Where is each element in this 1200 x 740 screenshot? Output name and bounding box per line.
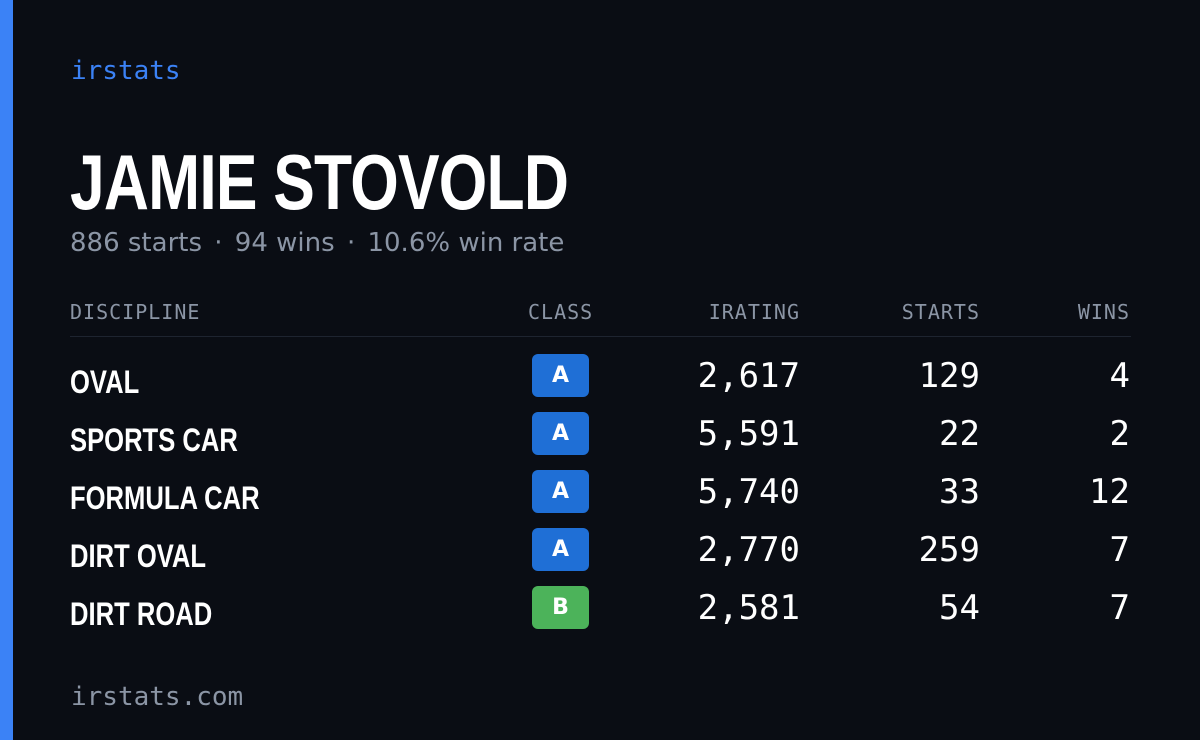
row-irating: 5,740 (697, 472, 800, 512)
table-row: DIRT ROAD B 2,581 54 7 (0, 586, 1200, 644)
row-discipline: DIRT ROAD (70, 596, 213, 632)
header-irating: IRATING (708, 300, 800, 324)
row-wins: 4 (1109, 356, 1130, 396)
row-starts: 259 (918, 530, 980, 570)
class-badge: A (532, 470, 589, 513)
row-irating: 2,581 (697, 588, 800, 628)
class-badge: A (532, 528, 589, 571)
row-discipline: FORMULA CAR (70, 480, 260, 516)
row-irating: 2,617 (697, 356, 800, 396)
row-wins: 12 (1089, 472, 1130, 512)
table-row: SPORTS CAR A 5,591 22 2 (0, 412, 1200, 470)
row-wins: 7 (1109, 530, 1130, 570)
row-wins: 2 (1109, 414, 1130, 454)
header-divider (70, 336, 1131, 337)
table-row: OVAL A 2,617 129 4 (0, 354, 1200, 412)
summary-separator: · (214, 228, 223, 258)
row-starts: 22 (939, 414, 980, 454)
table-row: DIRT OVAL A 2,770 259 7 (0, 528, 1200, 586)
summary-separator: · (346, 228, 356, 258)
row-starts: 129 (918, 356, 980, 396)
summary-wins: 94 wins (234, 228, 335, 258)
row-irating: 5,591 (697, 414, 800, 454)
row-wins: 7 (1109, 588, 1130, 628)
class-badge: B (532, 586, 589, 629)
summary-starts: 886 starts (70, 228, 202, 258)
row-starts: 33 (939, 472, 980, 512)
header-wins: WINS (1077, 300, 1130, 324)
row-discipline: OVAL (70, 364, 140, 400)
row-starts: 54 (939, 588, 980, 628)
header-starts: STARTS (901, 300, 980, 324)
row-irating: 2,770 (697, 530, 800, 570)
header-class: CLASS (528, 300, 594, 324)
accent-bar (0, 0, 13, 740)
header-discipline: DISCIPLINE (70, 300, 201, 324)
class-badge: A (532, 412, 589, 455)
class-badge: A (532, 354, 589, 397)
summary-win-rate: 10.6% win rate (367, 228, 565, 258)
footer-url[interactable]: irstats.com (71, 682, 244, 712)
table-row: FORMULA CAR A 5,740 33 12 (0, 470, 1200, 528)
driver-name: JAMIE STOVOLD (70, 138, 569, 226)
row-discipline: DIRT OVAL (70, 538, 207, 574)
row-discipline: SPORTS CAR (70, 422, 238, 458)
driver-summary: 886 starts · 94 wins · 10.6% win rate (70, 228, 564, 258)
brand-logo[interactable]: irstats (71, 56, 181, 86)
